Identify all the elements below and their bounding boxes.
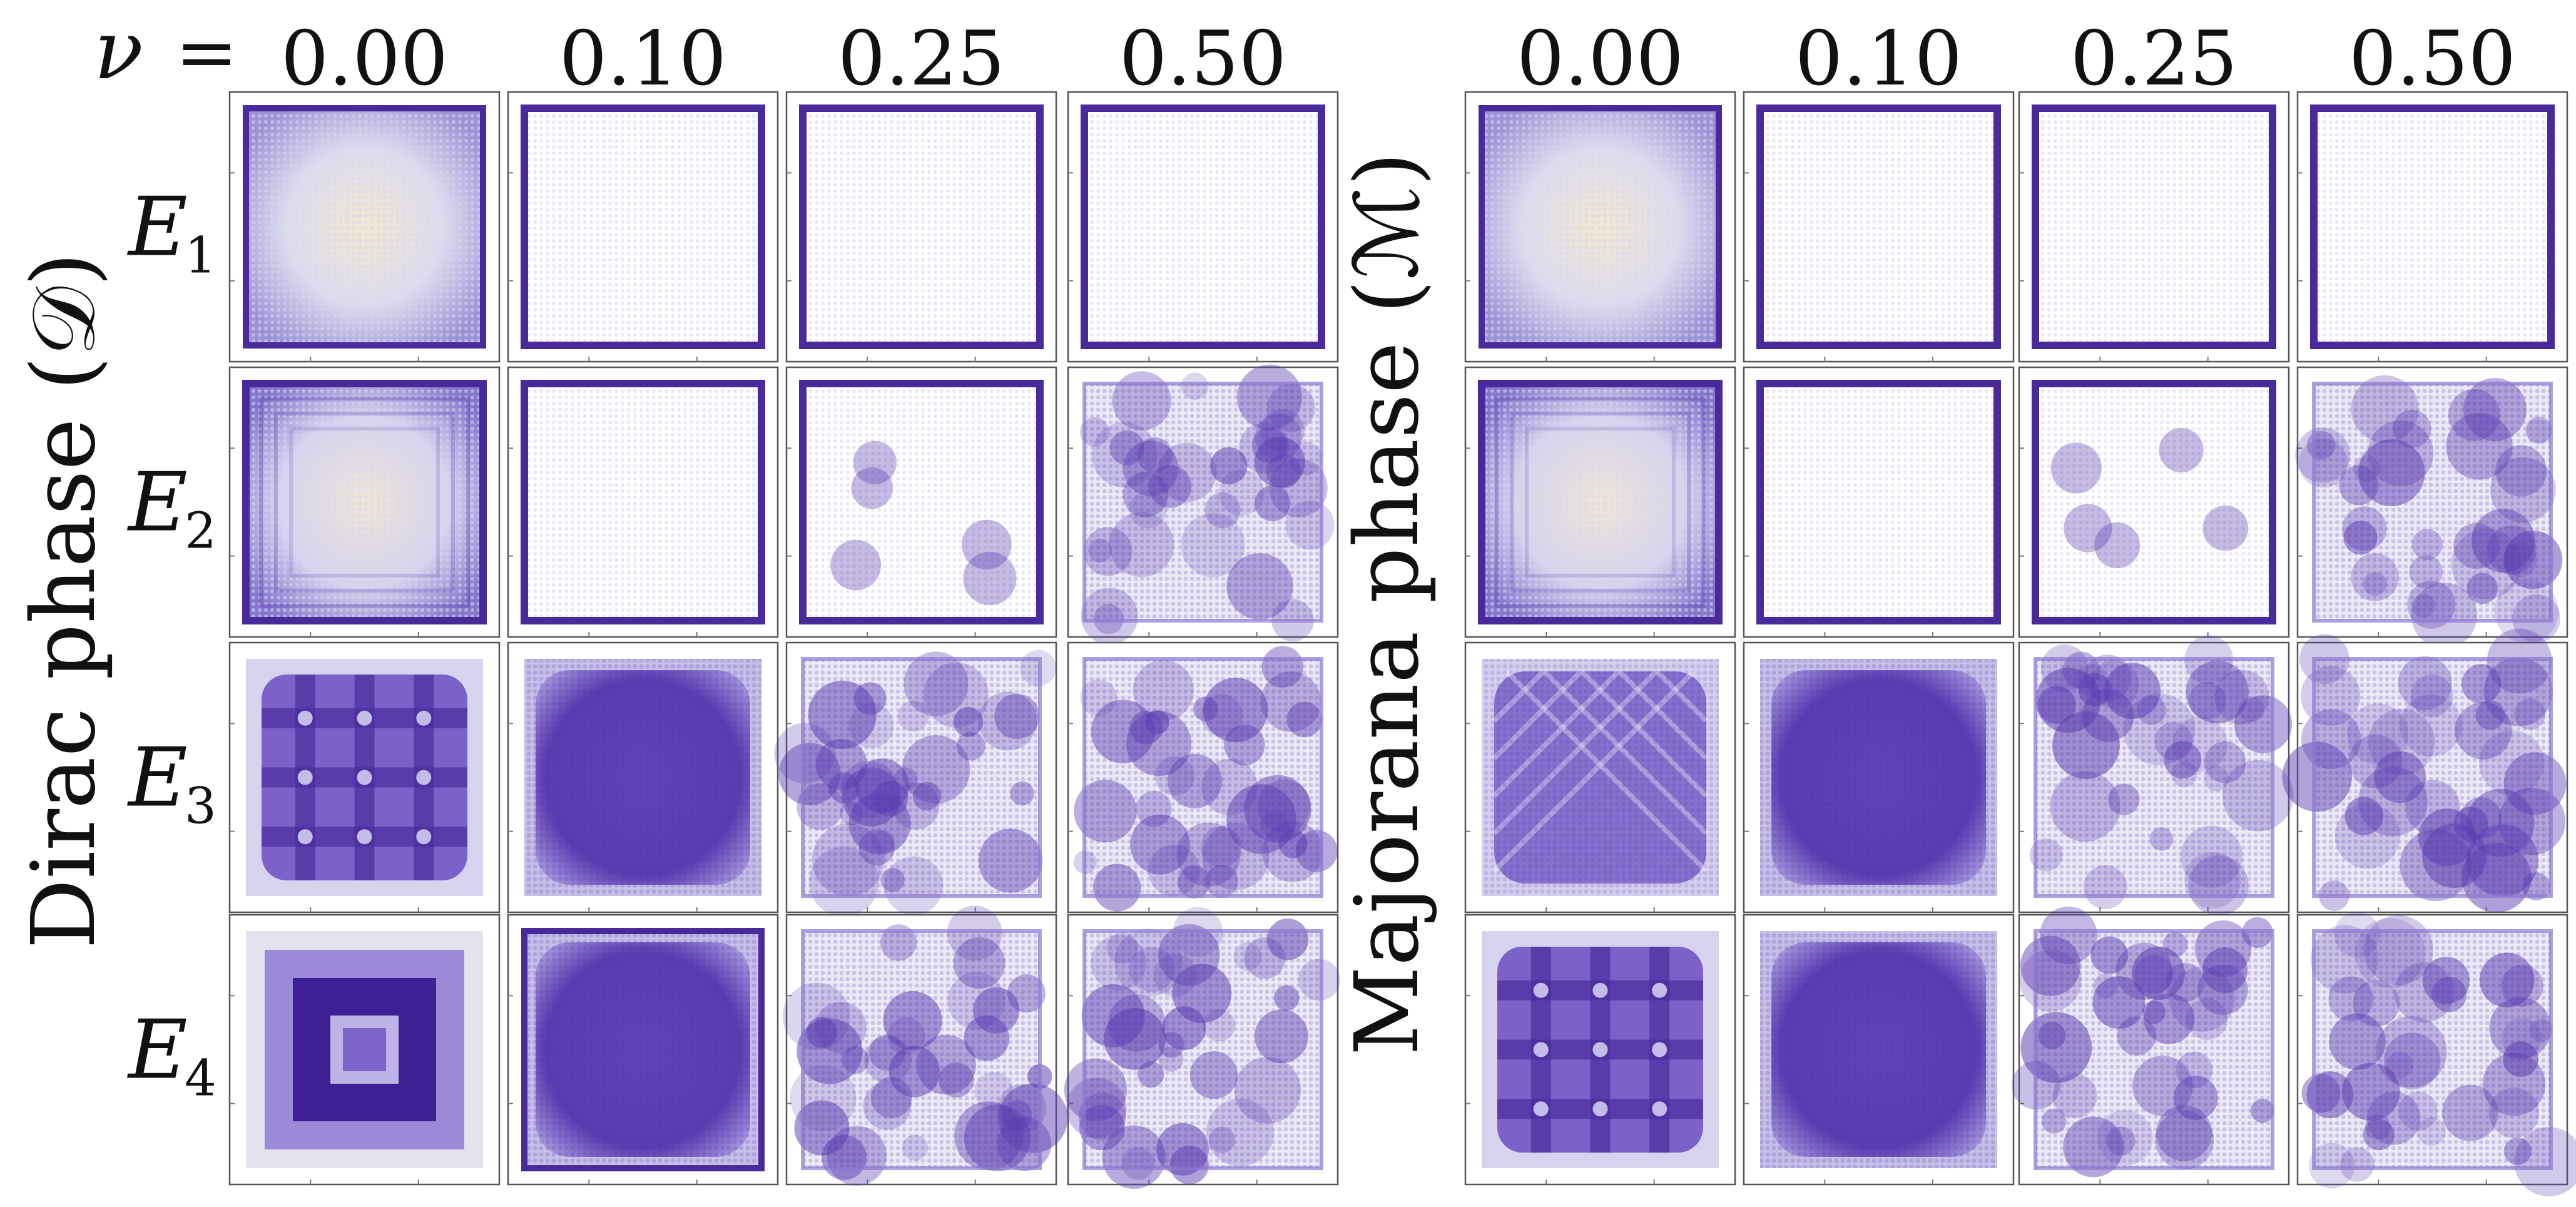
panel-r2-g0-c1 [507,366,779,638]
panel-r3-g0-c2 [774,641,1057,917]
column-header-0-2: 0.25 [838,16,1005,103]
column-header-0-1: 0.10 [559,16,726,103]
panel-r2-g0-c0 [228,366,501,638]
row-label-E3: E3 [127,730,216,835]
panel-r4-g0-c1 [507,914,779,1186]
panel-r3-g1-c2 [2018,635,2294,916]
column-header-0-3: 0.50 [1119,16,1286,103]
panel-r4-g1-c2 [2012,906,2290,1186]
nu-equals: = [175,9,238,96]
column-header-1-3: 0.50 [2349,16,2516,103]
panel-r3-g1-c0 [1464,641,1736,914]
row-label-letter: E [127,180,188,275]
row-label-subscript: 4 [185,1049,216,1108]
panel-r3-g0-c3 [1067,641,1339,914]
panel-r1-g1-c0 [1464,91,1736,363]
panel-r1-g0-c2 [785,91,1057,363]
row-label-E1: E1 [127,180,216,285]
panel-r4-g0-c3 [1064,907,1340,1189]
panel-grid [228,91,2576,1197]
row-label-E4: E4 [127,1002,216,1108]
panel-r1-g0-c0 [228,91,501,363]
panel-r2-g0-c2 [785,366,1057,638]
panel-r1-g1-c1 [1743,91,2015,363]
phase-label-0: Dirac phase (𝒟) [13,252,115,949]
column-header-1-0: 0.00 [1517,16,1684,103]
row-label-E2: E2 [127,455,216,560]
panel-r4-g1-c3 [2296,911,2576,1197]
panel-r1-g0-c1 [507,91,779,363]
panel-r3-g0-c1 [507,641,779,914]
column-header-1-2: 0.25 [2070,16,2237,103]
panel-r2-g1-c0 [1464,366,1736,638]
panel-r1-g1-c3 [2296,91,2568,363]
row-label-subscript: 2 [185,502,216,560]
phase-labels: Dirac phase (𝒟) Majorana phase (ℳ) [13,152,1438,1056]
panel-r4-g0-c2 [782,905,1068,1186]
phase-label-1: Majorana phase (ℳ) [1336,152,1438,1056]
panel-r1-g1-c2 [2018,91,2290,363]
row-label-letter: E [127,1002,188,1098]
panel-r1-g0-c3 [1067,91,1339,363]
row-label-subscript: 1 [185,227,216,285]
column-header-0-0: 0.00 [281,16,448,103]
row-label-letter: E [127,455,188,550]
panel-r4-g0-c0 [228,914,501,1186]
column-headers: 0.00 0.10 0.25 0.50 0.00 0.10 0.25 0.50 ν = [94,3,2516,103]
panel-r4-g1-c1 [1743,914,2015,1186]
panel-r4-g1-c0 [1464,914,1736,1186]
nu-symbol: ν [94,3,143,98]
panel-r2-g1-c1 [1743,366,2015,638]
panel-r2-g0-c3 [1067,364,1339,645]
panel-r3-g1-c3 [2282,628,2568,914]
panel-r3-g0-c0 [228,641,501,914]
panel-r2-g1-c2 [2018,366,2290,638]
row-label-letter: E [127,730,188,825]
panel-r2-g1-c3 [2295,366,2568,649]
column-header-1-1: 0.10 [1795,16,1962,103]
row-label-subscript: 3 [185,777,216,835]
panel-r3-g1-c1 [1743,641,2015,914]
